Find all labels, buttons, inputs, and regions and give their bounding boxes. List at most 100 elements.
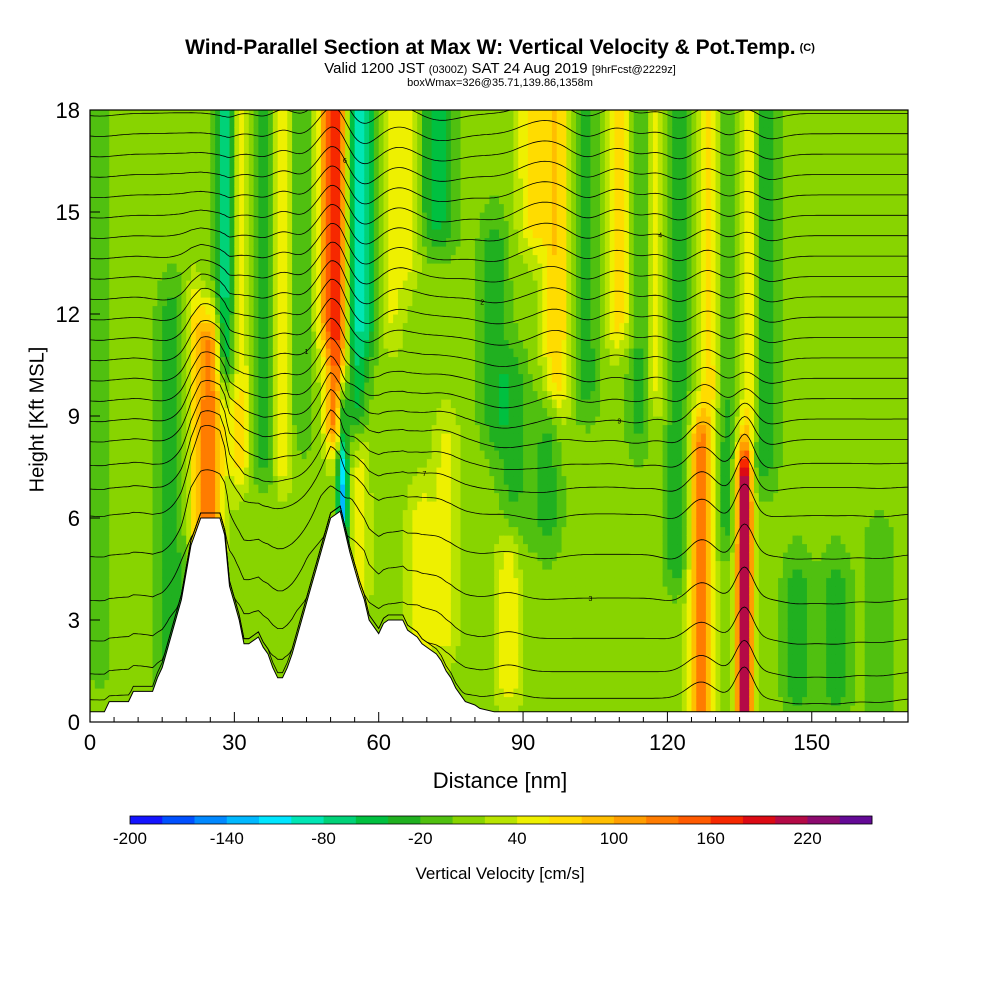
velocity-cell bbox=[277, 271, 284, 281]
velocity-cell bbox=[364, 492, 370, 502]
velocity-cell bbox=[320, 441, 327, 451]
velocity-cell bbox=[128, 144, 134, 154]
velocity-cell bbox=[268, 535, 274, 545]
velocity-cell bbox=[378, 526, 385, 536]
velocity-cell bbox=[90, 144, 96, 154]
velocity-cell bbox=[263, 552, 269, 562]
velocity-cell bbox=[407, 161, 413, 171]
velocity-cell bbox=[90, 399, 96, 409]
velocity-cell bbox=[287, 237, 293, 247]
velocity-cell bbox=[234, 356, 240, 366]
velocity-cell bbox=[311, 110, 317, 120]
velocity-cell bbox=[248, 475, 255, 485]
velocity-cell bbox=[296, 110, 303, 120]
velocity-cell bbox=[99, 373, 106, 383]
velocity-cell bbox=[258, 543, 264, 553]
velocity-cell bbox=[118, 297, 125, 307]
velocity-cell bbox=[191, 492, 197, 502]
velocity-cell bbox=[282, 560, 288, 570]
velocity-cell bbox=[296, 280, 303, 290]
velocity-cell bbox=[152, 263, 158, 273]
velocity-cell bbox=[239, 288, 245, 298]
velocity-cell bbox=[397, 560, 404, 570]
velocity-cell bbox=[239, 535, 245, 545]
velocity-cell bbox=[205, 399, 211, 409]
velocity-cell bbox=[94, 560, 101, 570]
velocity-cell bbox=[316, 118, 322, 128]
velocity-cell bbox=[94, 543, 101, 553]
velocity-cell bbox=[258, 365, 264, 375]
velocity-cell bbox=[243, 220, 250, 230]
velocity-cell bbox=[186, 237, 192, 247]
velocity-cell bbox=[224, 390, 231, 400]
velocity-cell bbox=[224, 433, 231, 443]
velocity-cell bbox=[171, 365, 178, 375]
velocity-cell bbox=[94, 696, 101, 706]
velocity-cell bbox=[200, 424, 207, 434]
velocity-cell bbox=[373, 535, 380, 545]
velocity-cell bbox=[354, 305, 361, 315]
velocity-cell bbox=[133, 501, 139, 511]
velocity-cell bbox=[388, 433, 394, 443]
velocity-cell bbox=[234, 280, 240, 290]
velocity-cell bbox=[364, 467, 370, 477]
velocity-cell bbox=[345, 127, 351, 137]
velocity-cell bbox=[287, 407, 293, 417]
velocity-cell bbox=[311, 526, 317, 536]
velocity-cell bbox=[195, 407, 202, 417]
velocity-cell bbox=[147, 543, 154, 553]
velocity-cell bbox=[349, 237, 356, 247]
velocity-cell bbox=[234, 161, 240, 171]
velocity-cell bbox=[99, 348, 106, 358]
velocity-cell bbox=[109, 679, 115, 689]
velocity-cell bbox=[205, 144, 211, 154]
velocity-cell bbox=[215, 229, 221, 239]
velocity-cell bbox=[109, 382, 115, 392]
velocity-cell bbox=[345, 484, 351, 494]
velocity-cell bbox=[340, 195, 346, 205]
velocity-cell bbox=[118, 169, 125, 179]
velocity-cell bbox=[268, 407, 274, 417]
velocity-cell bbox=[128, 509, 134, 519]
velocity-cell bbox=[402, 603, 409, 613]
velocity-cell bbox=[152, 195, 158, 205]
velocity-cell bbox=[99, 263, 106, 273]
velocity-cell bbox=[417, 348, 423, 358]
velocity-cell bbox=[128, 441, 134, 451]
velocity-cell bbox=[181, 331, 187, 341]
velocity-cell bbox=[282, 441, 288, 451]
velocity-cell bbox=[268, 348, 274, 358]
velocity-cell bbox=[407, 169, 413, 179]
velocity-cell bbox=[114, 288, 120, 298]
velocity-cell bbox=[272, 195, 279, 205]
velocity-cell bbox=[407, 594, 413, 604]
velocity-cell bbox=[219, 144, 226, 154]
velocity-cell bbox=[402, 424, 409, 434]
velocity-cell bbox=[383, 373, 389, 383]
velocity-cell bbox=[104, 322, 110, 332]
velocity-cell bbox=[311, 288, 317, 298]
velocity-cell bbox=[277, 662, 284, 672]
velocity-cell bbox=[296, 569, 303, 579]
velocity-cell bbox=[378, 501, 385, 511]
velocity-cell bbox=[176, 220, 183, 230]
velocity-cell bbox=[388, 484, 394, 494]
velocity-cell bbox=[373, 220, 380, 230]
velocity-cell bbox=[94, 679, 101, 689]
velocity-cell bbox=[320, 263, 327, 273]
velocity-cell bbox=[243, 637, 250, 647]
velocity-cell bbox=[359, 467, 365, 477]
velocity-cell bbox=[316, 501, 322, 511]
velocity-cell bbox=[345, 450, 351, 460]
velocity-cell bbox=[306, 263, 312, 273]
velocity-cell bbox=[191, 365, 197, 375]
velocity-cell bbox=[215, 416, 221, 426]
velocity-cell bbox=[296, 458, 303, 468]
velocity-cell bbox=[157, 467, 163, 477]
velocity-cell bbox=[133, 679, 139, 689]
velocity-cell bbox=[311, 297, 317, 307]
velocity-cell bbox=[104, 203, 110, 213]
velocity-cell bbox=[378, 263, 385, 273]
velocity-cell bbox=[200, 407, 207, 417]
velocity-cell bbox=[378, 220, 385, 230]
